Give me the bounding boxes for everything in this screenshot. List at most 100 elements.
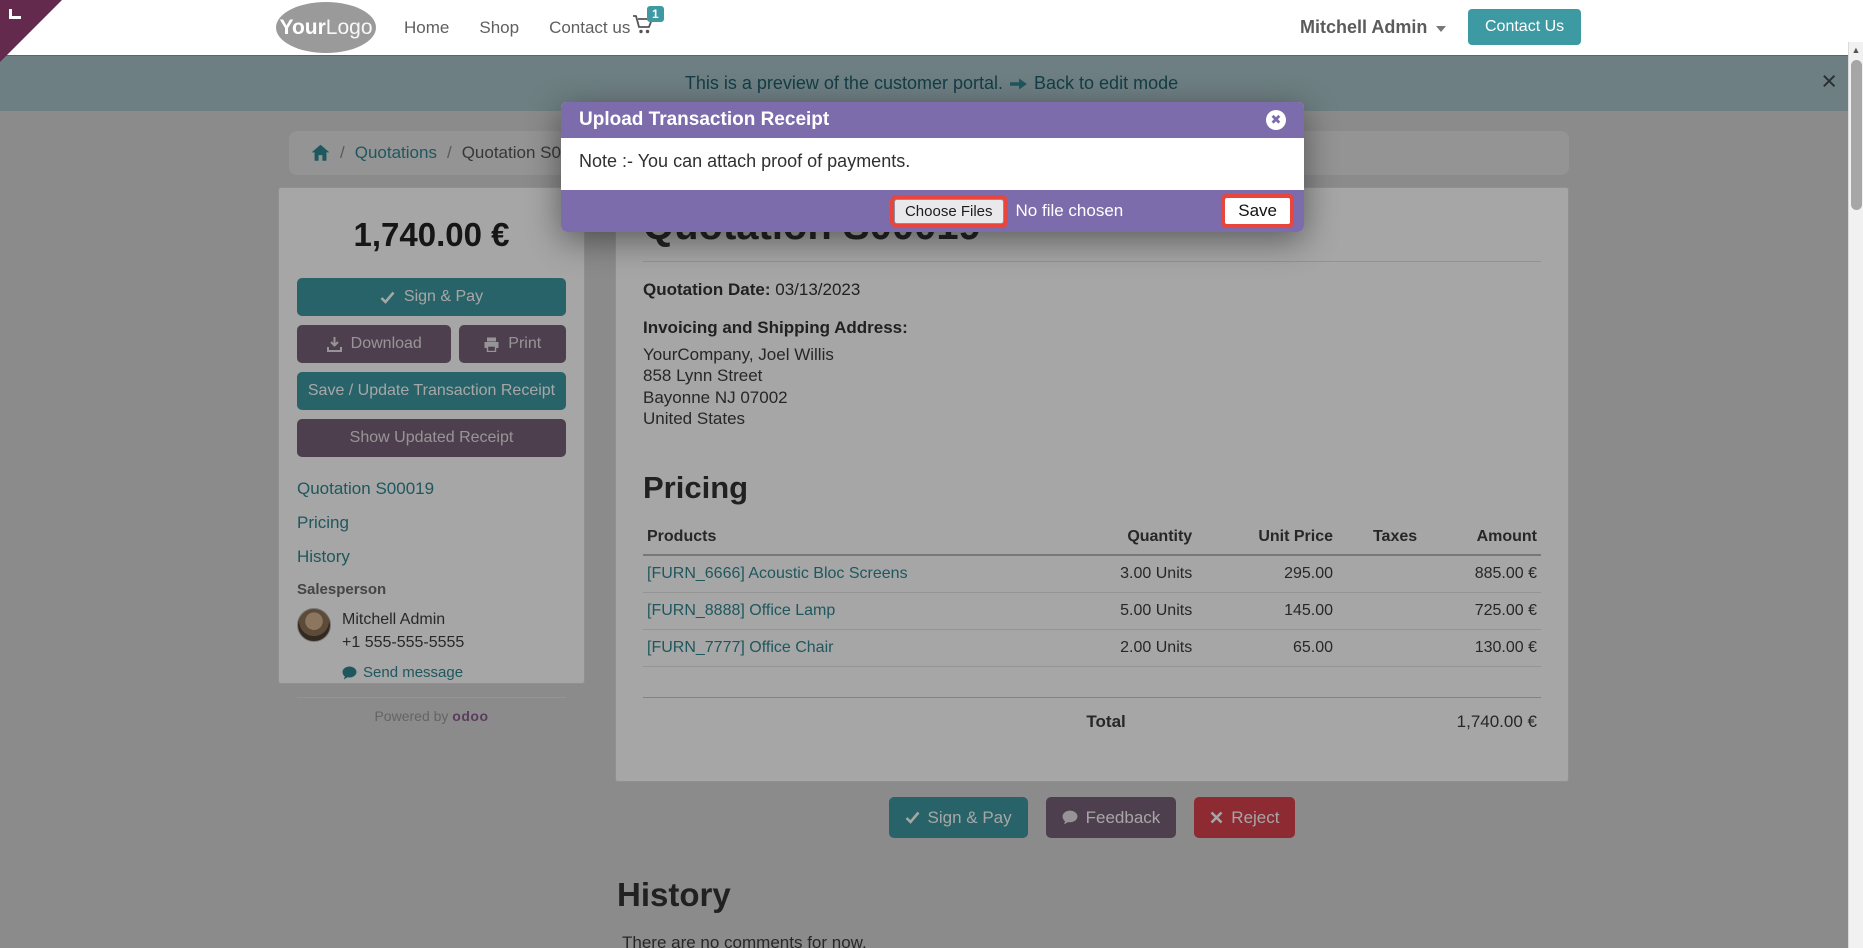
show-updated-receipt-button[interactable]: Show Updated Receipt <box>297 419 566 457</box>
banner-text: This is a preview of the customer portal… <box>684 73 1004 93</box>
product-link[interactable]: [FURN_7777] Office Chair <box>647 638 834 656</box>
nav-shop[interactable]: Shop <box>479 17 520 37</box>
row-taxes <box>1337 629 1422 667</box>
sidebar-link-quotation[interactable]: Quotation S00019 <box>297 479 435 498</box>
quotation-date-label: Quotation Date: <box>643 280 771 299</box>
arrow-right-icon <box>1010 78 1028 89</box>
nav-contact-us[interactable]: Contact us <box>549 17 631 37</box>
address-line: Bayonne NJ 07002 <box>643 387 788 407</box>
modal-body: Note :- You can attach proof of payments… <box>561 138 1304 190</box>
row-quantity: 3.00 Units <box>1016 554 1197 593</box>
modal-header: Upload Transaction Receipt ✖ <box>561 102 1304 138</box>
sign-pay-button[interactable]: Sign & Pay <box>297 278 566 316</box>
check-icon <box>905 811 920 824</box>
salesperson-name: Mitchell Admin <box>342 611 446 628</box>
row-taxes <box>1337 554 1422 593</box>
modal-footer: Choose Files No file chosen Save <box>561 190 1304 232</box>
sidebar-link-pricing[interactable]: Pricing <box>297 513 349 532</box>
breadcrumb-separator: / <box>340 143 345 162</box>
main-nav: Home Shop Contact us <box>404 0 630 55</box>
print-button[interactable]: Print <box>459 325 566 363</box>
download-label: Download <box>350 335 422 352</box>
pricing-table: Products Quantity Unit Price Taxes Amoun… <box>643 519 1541 741</box>
save-update-receipt-label: Save / Update Transaction Receipt <box>307 382 556 399</box>
address-line: YourCompany, Joel Willis <box>643 345 834 364</box>
divider <box>643 261 1541 262</box>
top-navbar: Your Logo Home Shop Contact us 1 Mitchell… <box>0 0 1863 55</box>
banner-close-icon[interactable]: × <box>1821 66 1837 96</box>
row-amount: 130.00 € <box>1421 629 1541 667</box>
breadcrumb-quotations-link[interactable]: Quotations <box>354 143 437 162</box>
table-total-row: Total 1,740.00 € <box>643 697 1541 741</box>
choose-files-button[interactable]: Choose Files <box>893 198 1004 224</box>
corner-bracket-icon <box>9 9 21 19</box>
printer-icon <box>484 337 499 352</box>
total-amount: 1,740.00 € <box>1456 711 1537 731</box>
row-unit-price: 145.00 <box>1196 592 1337 630</box>
scrollbar-thumb[interactable] <box>1851 60 1862 210</box>
page-scrollbar: ▲ <box>1848 42 1863 948</box>
row-quantity: 5.00 Units <box>1016 592 1197 630</box>
site-logo[interactable]: Your Logo <box>276 2 376 53</box>
row-unit-price: 295.00 <box>1196 554 1337 593</box>
row-amount: 725.00 € <box>1421 592 1541 630</box>
logo-text-logo: Logo <box>325 15 373 39</box>
user-name: Mitchell Admin <box>1300 17 1428 37</box>
quotation-actions: Sign & Pay Feedback Reject <box>615 797 1569 838</box>
col-quantity: Quantity <box>1016 519 1197 556</box>
check-icon <box>380 291 395 304</box>
odoo-logo: odoo <box>452 708 489 725</box>
send-message-link[interactable]: Send message <box>342 664 566 681</box>
history-empty-text: There are no comments for now. <box>622 933 867 948</box>
modal-note-text: Note :- You can attach proof of payments… <box>579 151 911 171</box>
table-row: [FURN_7777] Office Chair 2.00 Units 65.0… <box>643 629 1541 667</box>
modal-close-icon[interactable]: ✖ <box>1266 110 1286 130</box>
row-taxes <box>1337 592 1422 630</box>
address-label: Invoicing and Shipping Address: <box>643 318 908 337</box>
table-row: [FURN_6666] Acoustic Bloc Screens 3.00 U… <box>643 554 1541 593</box>
modal-title: Upload Transaction Receipt <box>579 109 830 130</box>
powered-by: Powered by odoo <box>297 697 566 724</box>
sidebar-link-history[interactable]: History <box>297 547 350 566</box>
home-icon[interactable] <box>311 144 330 162</box>
row-amount: 885.00 € <box>1421 554 1541 593</box>
download-icon <box>326 336 342 352</box>
row-quantity: 2.00 Units <box>1016 629 1197 667</box>
product-link[interactable]: [FURN_6666] Acoustic Bloc Screens <box>647 564 908 582</box>
quotation-total-amount: 1,740.00 € <box>353 216 510 253</box>
x-icon <box>1210 811 1223 824</box>
salesperson-phone: +1 555-555-5555 <box>342 634 465 652</box>
salesperson-row: Mitchell Admin +1 555-555-5555 <box>297 608 566 654</box>
back-to-edit-link[interactable]: Back to edit mode <box>1034 73 1179 93</box>
col-products: Products <box>643 519 1017 556</box>
powered-by-label: Powered by <box>374 708 449 725</box>
download-button[interactable]: Download <box>297 325 452 363</box>
contact-us-button[interactable]: Contact Us <box>1468 9 1582 45</box>
product-link[interactable]: [FURN_8888] Office Lamp <box>647 601 836 619</box>
col-amount: Amount <box>1421 519 1541 556</box>
file-input-status: No file chosen <box>1015 201 1124 220</box>
sign-pay-bottom-button[interactable]: Sign & Pay <box>888 797 1028 838</box>
feedback-label: Feedback <box>1085 807 1161 827</box>
send-message-label: Send message <box>363 664 464 682</box>
scrollbar-up-arrow[interactable]: ▲ <box>1851 45 1861 55</box>
history-section-title: History <box>617 876 731 913</box>
cart-button[interactable]: 1 <box>632 6 664 40</box>
save-button[interactable]: Save <box>1225 198 1290 224</box>
logo-text-your: Your <box>279 15 326 39</box>
feedback-button[interactable]: Feedback <box>1045 797 1177 838</box>
sidebar-anchor-links: Quotation S00019 Pricing History <box>297 479 566 567</box>
salesperson-avatar <box>297 608 331 642</box>
nav-home[interactable]: Home <box>404 17 450 37</box>
chat-bubble-icon <box>342 666 357 680</box>
print-label: Print <box>508 335 542 352</box>
pricing-table-header: Products Quantity Unit Price Taxes Amoun… <box>643 519 1541 556</box>
table-spacer-row <box>643 666 1541 698</box>
reject-button[interactable]: Reject <box>1194 797 1296 838</box>
user-menu-dropdown[interactable]: Mitchell Admin <box>1300 0 1447 55</box>
total-label: Total <box>1086 711 1126 731</box>
upload-receipt-modal: Upload Transaction Receipt ✖ Note :- You… <box>561 102 1304 232</box>
preview-banner: This is a preview of the customer portal… <box>0 55 1863 111</box>
breadcrumb-separator: / <box>446 143 452 162</box>
save-update-receipt-button[interactable]: Save / Update Transaction Receipt <box>297 372 566 410</box>
